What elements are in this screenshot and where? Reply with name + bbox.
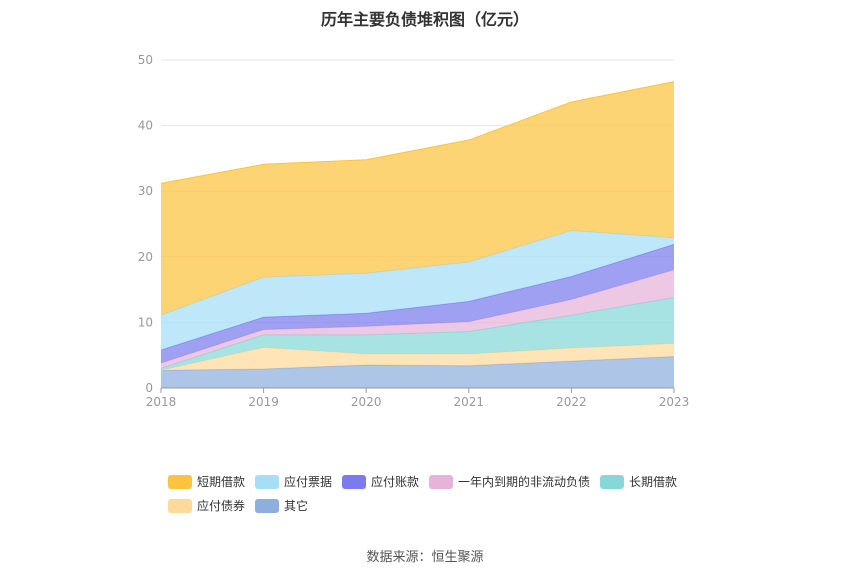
y-tick-label: 10 [138,315,153,329]
legend-item[interactable]: 一年内到期的非流动负债 [429,474,590,489]
y-tick-label: 30 [138,184,153,198]
x-tick-label: 2019 [248,395,279,409]
y-tick-label: 20 [138,250,153,264]
legend-item[interactable]: 应付债券 [168,498,245,513]
legend-swatch [429,475,453,489]
legend-item[interactable]: 长期借款 [600,475,677,489]
legend-swatch [168,499,192,513]
x-tick-label: 2020 [351,395,382,409]
x-tick-label: 2023 [659,395,690,409]
area-series [161,230,674,350]
legend-swatch [342,475,366,489]
legend-label: 一年内到期的非流动负债 [458,474,590,489]
legend-swatch [168,475,192,489]
legend-label: 应付票据 [284,474,332,489]
x-tick-label: 2021 [454,395,485,409]
data-source-note: 数据来源：恒生聚源 [366,550,484,565]
chart-title: 历年主要负债堆积图（亿元） [320,10,529,29]
legend-item[interactable]: 应付票据 [255,474,332,489]
legend-swatch [600,475,624,489]
x-tick-label: 2018 [146,395,177,409]
y-tick-label: 0 [145,381,153,395]
legend-item[interactable]: 其它 [255,498,308,513]
legend-label: 应付账款 [371,474,419,489]
y-tick-label: 50 [138,53,153,67]
legend-item[interactable]: 短期借款 [168,475,245,489]
legend-swatch [255,475,279,489]
area-series [161,343,674,371]
area-series [161,81,674,316]
area-series [161,356,674,388]
area-series [161,297,674,371]
legend-swatch [255,499,279,513]
area-series-edge [160,81,675,184]
legend-item[interactable]: 应付账款 [342,474,419,489]
y-tick-label: 40 [138,119,153,133]
x-tick-label: 2022 [556,395,587,409]
legend-label: 长期借款 [629,475,677,489]
legend-label: 应付债券 [197,498,245,513]
legend-label: 短期借款 [197,475,245,489]
legend-label: 其它 [284,498,308,513]
